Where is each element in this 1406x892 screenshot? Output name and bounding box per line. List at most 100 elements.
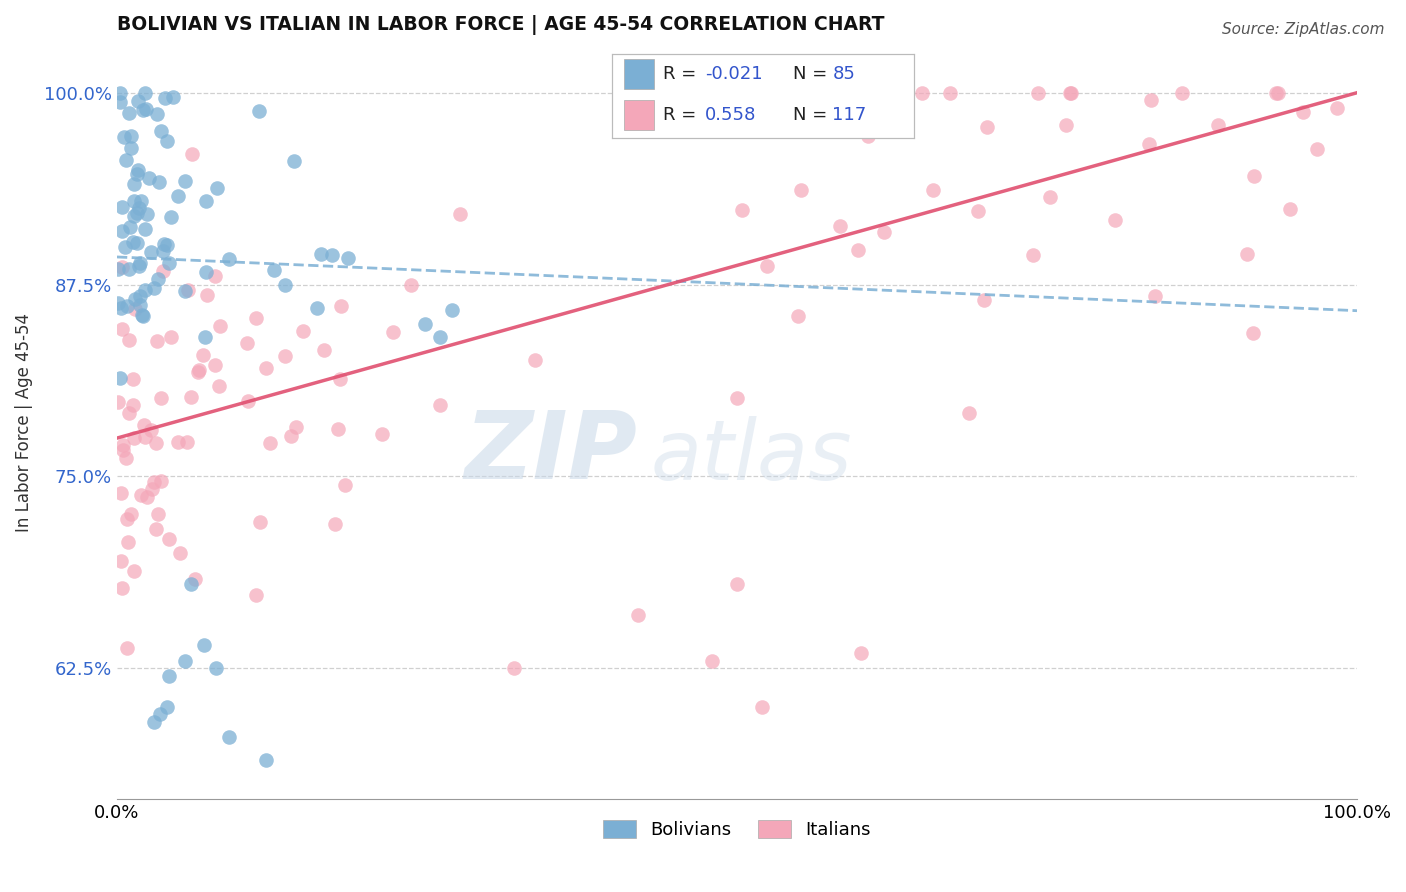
Point xyxy=(112,443,135,458)
Point xyxy=(128,259,150,273)
Point xyxy=(132,309,155,323)
Point xyxy=(148,175,170,189)
Point xyxy=(204,269,226,284)
Point xyxy=(1278,202,1301,217)
Point xyxy=(111,438,134,452)
Point xyxy=(155,699,177,714)
Point xyxy=(153,91,176,105)
Point xyxy=(129,194,152,209)
Point xyxy=(138,170,160,185)
Point xyxy=(143,715,166,730)
Text: R =: R = xyxy=(664,106,696,124)
Point xyxy=(259,436,281,450)
Point xyxy=(254,754,277,768)
Point xyxy=(146,106,169,120)
Point xyxy=(124,302,146,317)
Text: N =: N = xyxy=(793,106,827,124)
Point xyxy=(195,194,218,209)
Point xyxy=(193,348,215,362)
Text: BOLIVIAN VS ITALIAN IN LABOR FORCE | AGE 45-54 CORRELATION CHART: BOLIVIAN VS ITALIAN IN LABOR FORCE | AGE… xyxy=(117,15,884,35)
Point xyxy=(193,638,215,652)
Point xyxy=(150,124,173,138)
Point xyxy=(254,361,277,376)
Point xyxy=(115,512,138,526)
Point xyxy=(449,207,471,221)
Point xyxy=(1326,101,1348,115)
Point xyxy=(139,245,162,260)
Point xyxy=(751,699,773,714)
Point xyxy=(139,423,162,437)
Point xyxy=(122,194,145,208)
Point xyxy=(110,301,132,315)
Point xyxy=(195,265,218,279)
Point xyxy=(413,317,436,331)
Point xyxy=(329,299,352,313)
Point xyxy=(205,181,228,195)
Point xyxy=(169,546,191,560)
Point xyxy=(132,103,155,117)
Point xyxy=(786,310,808,324)
Point xyxy=(180,577,202,591)
Point xyxy=(174,654,197,668)
Point xyxy=(218,731,240,745)
Point xyxy=(1104,212,1126,227)
Point xyxy=(1267,86,1289,100)
Point xyxy=(305,301,328,316)
Point xyxy=(247,104,270,119)
Point xyxy=(111,260,134,275)
Point xyxy=(382,325,405,339)
Text: 85: 85 xyxy=(832,65,855,83)
Point xyxy=(152,263,174,277)
Point xyxy=(245,310,267,325)
Point xyxy=(166,189,188,203)
Point xyxy=(1306,142,1329,156)
Point xyxy=(285,420,308,434)
Point xyxy=(117,106,139,120)
Point xyxy=(111,201,134,215)
Point xyxy=(117,640,139,655)
Point xyxy=(129,256,152,270)
Point xyxy=(122,564,145,578)
Point xyxy=(371,427,394,442)
Point xyxy=(429,398,451,412)
Point xyxy=(108,86,131,100)
Point xyxy=(1292,105,1315,120)
Text: Source: ZipAtlas.com: Source: ZipAtlas.com xyxy=(1222,22,1385,37)
Point xyxy=(124,292,146,306)
Point xyxy=(1206,118,1229,132)
Point xyxy=(135,207,157,221)
Point xyxy=(177,283,200,297)
Point xyxy=(150,474,173,488)
Point xyxy=(128,289,150,303)
Point xyxy=(174,173,197,187)
Point xyxy=(187,363,209,377)
Point xyxy=(967,203,990,218)
Point xyxy=(145,436,167,450)
Point xyxy=(731,202,754,217)
Text: R =: R = xyxy=(664,65,696,83)
Point xyxy=(333,478,356,492)
Point xyxy=(152,244,174,258)
Point xyxy=(134,430,156,444)
Point xyxy=(146,271,169,285)
Point xyxy=(245,588,267,602)
Point xyxy=(204,358,226,372)
Text: N =: N = xyxy=(793,65,827,83)
Point xyxy=(134,283,156,297)
Point xyxy=(183,573,205,587)
Point xyxy=(122,235,145,249)
Bar xyxy=(624,60,654,89)
Point xyxy=(142,475,165,489)
Point xyxy=(524,353,547,368)
Legend: Bolivians, Italians: Bolivians, Italians xyxy=(596,813,877,847)
Point xyxy=(162,90,184,104)
Point xyxy=(309,247,332,261)
Point xyxy=(118,220,141,235)
Y-axis label: In Labor Force | Age 45-54: In Labor Force | Age 45-54 xyxy=(15,313,32,533)
Point xyxy=(399,277,422,292)
Point xyxy=(110,486,132,500)
Point xyxy=(156,134,179,148)
Point xyxy=(115,450,138,465)
Point xyxy=(725,577,748,591)
Point xyxy=(194,330,217,344)
